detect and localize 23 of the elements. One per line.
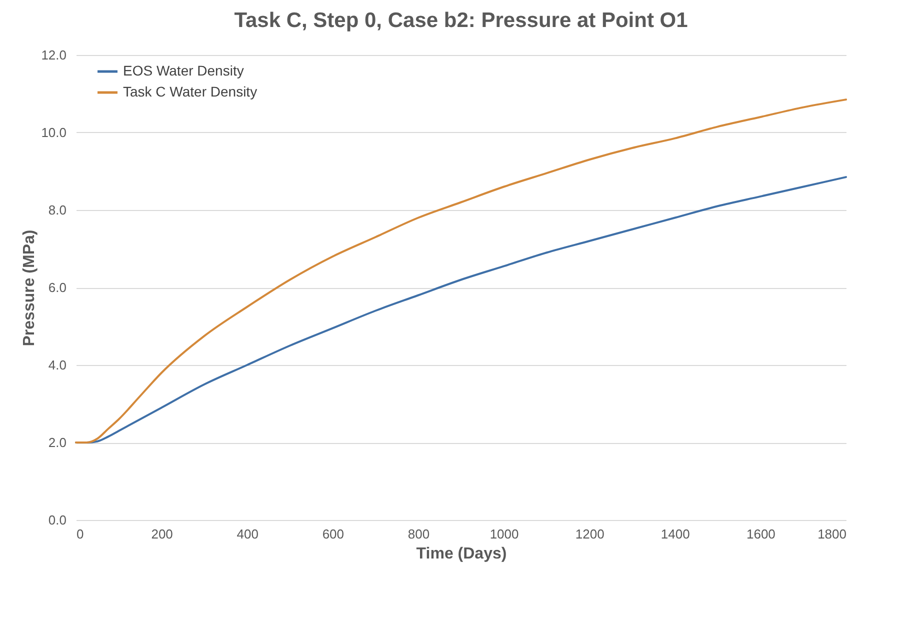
x-tick-label: 1800: [818, 526, 846, 542]
y-tick-label: 6.0: [48, 280, 66, 295]
y-tick-label: 2.0: [48, 435, 66, 450]
legend-label: EOS Water Density: [123, 62, 244, 78]
chart-title: Task C, Step 0, Case b2: Pressure at Point O1: [234, 9, 688, 32]
x-tick-label: 400: [236, 526, 258, 542]
y-axis-title: Pressure (MPa): [21, 230, 38, 346]
x-tick-label: 1200: [575, 526, 604, 542]
x-axis-title: Time (Days): [416, 546, 507, 562]
x-tick-label: 1600: [746, 526, 776, 542]
y-tick-label: 12.0: [41, 48, 66, 62]
legend-label: Task C Water Density: [123, 84, 258, 100]
x-tick-label: 1000: [490, 526, 519, 542]
x-tick-label: 800: [408, 526, 430, 542]
y-tick-label: 4.0: [48, 358, 66, 372]
line-series: [75, 98, 847, 444]
x-tick-label: 1400: [660, 526, 690, 542]
y-tick-label: 0.0: [48, 512, 66, 528]
x-tick-label: 0: [76, 526, 84, 542]
x-tick-label: 200: [151, 526, 173, 542]
y-tick-label: 8.0: [48, 202, 66, 218]
y-tick-label: 10.0: [41, 125, 66, 140]
x-tick-label: 600: [322, 526, 344, 542]
